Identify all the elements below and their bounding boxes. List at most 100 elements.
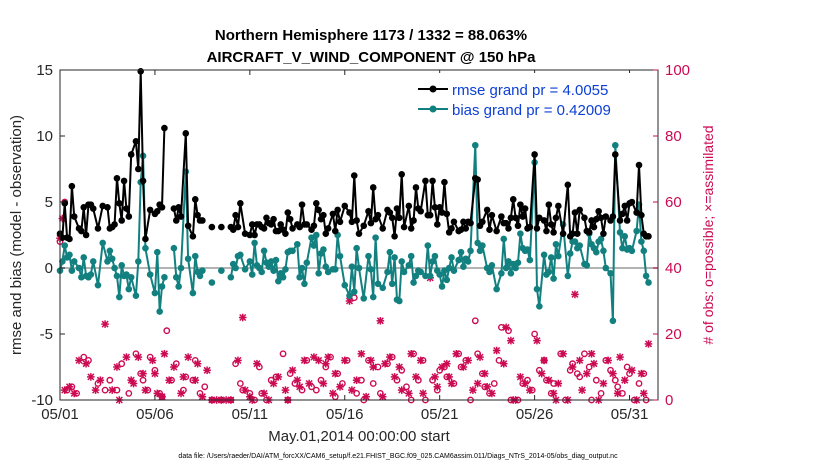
bias-point	[600, 247, 607, 255]
rmse-point	[623, 217, 631, 224]
rmse-point	[486, 226, 493, 234]
rmse-point	[132, 137, 140, 145]
assimilated-obs-marker	[324, 353, 332, 361]
assimilated-obs-marker	[620, 376, 629, 384]
rmse-point	[234, 223, 242, 231]
rmse-point	[431, 203, 439, 211]
rmse-point	[260, 225, 268, 232]
bias-point	[426, 272, 434, 280]
bias-point	[550, 275, 557, 282]
rmse-point	[315, 206, 322, 214]
bias-point	[566, 250, 574, 257]
bias-point	[479, 242, 486, 249]
assimilated-obs-marker	[416, 356, 425, 365]
x-tick-label: 05/16	[326, 406, 364, 423]
bias-point	[488, 262, 496, 269]
rmse-point	[142, 235, 149, 243]
bias-point	[500, 235, 508, 243]
assimilated-obs-marker	[87, 373, 95, 381]
bias-point	[372, 234, 379, 241]
possible-obs-marker	[201, 383, 209, 391]
assimilated-obs-marker	[281, 386, 290, 394]
rmse-point	[483, 206, 491, 214]
rmse-point	[66, 235, 73, 243]
assimilated-obs-marker	[516, 373, 525, 381]
rmse-point	[590, 223, 598, 231]
rmse-point	[552, 214, 560, 222]
assimilated-obs-marker	[545, 376, 553, 384]
assimilated-obs-marker	[378, 392, 387, 401]
bias-point	[66, 251, 73, 259]
x-tick-label: 05/01	[41, 406, 79, 423]
rmse-point	[550, 229, 557, 236]
rmse-point	[505, 225, 512, 232]
assimilated-obs-marker	[637, 369, 646, 378]
assimilated-obs-marker	[483, 383, 491, 391]
assimilated-obs-marker	[203, 366, 211, 375]
possible-obs-marker	[592, 376, 600, 384]
bias-point	[431, 252, 439, 260]
rmse-point	[576, 206, 583, 214]
bias-point	[493, 285, 500, 293]
possible-obs-marker	[118, 360, 126, 368]
bias-point	[331, 266, 339, 273]
bias-point	[227, 273, 235, 281]
x-tick-label: 05/26	[516, 406, 554, 423]
rmse-point	[545, 201, 553, 208]
rmse-point	[218, 223, 225, 231]
rmse-point	[559, 230, 567, 237]
rmse-point	[331, 227, 339, 235]
rmse-point	[61, 200, 69, 207]
assimilated-obs-marker	[447, 379, 456, 388]
assimilated-obs-marker	[295, 383, 304, 391]
bias-point	[367, 266, 375, 273]
rmse-point	[367, 219, 375, 227]
rmse-point	[248, 221, 256, 228]
rmse-point	[462, 225, 470, 232]
bias-point	[386, 248, 394, 256]
bias-point	[564, 272, 572, 280]
bias-point	[391, 254, 398, 261]
assimilated-obs-marker	[386, 353, 394, 361]
bias-point	[540, 251, 548, 259]
rmse-point	[89, 205, 97, 212]
assimilated-obs-marker	[345, 297, 354, 305]
assimilated-obs-marker	[452, 350, 461, 358]
rmse-point	[246, 231, 254, 239]
bias-point	[597, 235, 605, 243]
rmse-point	[172, 217, 180, 224]
rmse-point	[616, 217, 624, 224]
rmse-point	[502, 219, 510, 227]
rmse-point	[585, 229, 593, 236]
bias-point	[158, 283, 166, 290]
rmse-point	[120, 177, 128, 185]
rmse-point	[104, 203, 111, 211]
bias-point	[621, 233, 629, 240]
rmse-point	[443, 210, 451, 218]
bias-point	[471, 141, 479, 149]
bias-point	[322, 263, 330, 270]
assimilated-obs-marker	[191, 376, 200, 384]
bias-point	[87, 271, 95, 278]
bias-point	[526, 256, 534, 264]
bias-point	[616, 229, 624, 236]
bias-point	[398, 258, 406, 265]
rmse-point	[619, 210, 626, 218]
y-right-tick-label: 0	[665, 392, 673, 409]
rmse-point	[286, 215, 294, 223]
assimilated-obs-marker	[469, 386, 477, 394]
bias-point	[512, 264, 519, 272]
rmse-point	[237, 200, 244, 207]
bias-point	[388, 280, 396, 288]
bias-series-points	[56, 141, 652, 325]
assimilated-obs-marker	[587, 350, 596, 358]
bias-point	[407, 252, 415, 260]
assimilated-obs-marker	[369, 363, 378, 371]
bias-point	[127, 273, 135, 281]
bias-point	[438, 283, 446, 290]
bias-point	[156, 308, 163, 315]
assimilated-obs-marker	[433, 383, 442, 391]
rmse-point	[355, 230, 363, 237]
bias-point	[208, 279, 216, 286]
rmse-point	[521, 205, 529, 212]
